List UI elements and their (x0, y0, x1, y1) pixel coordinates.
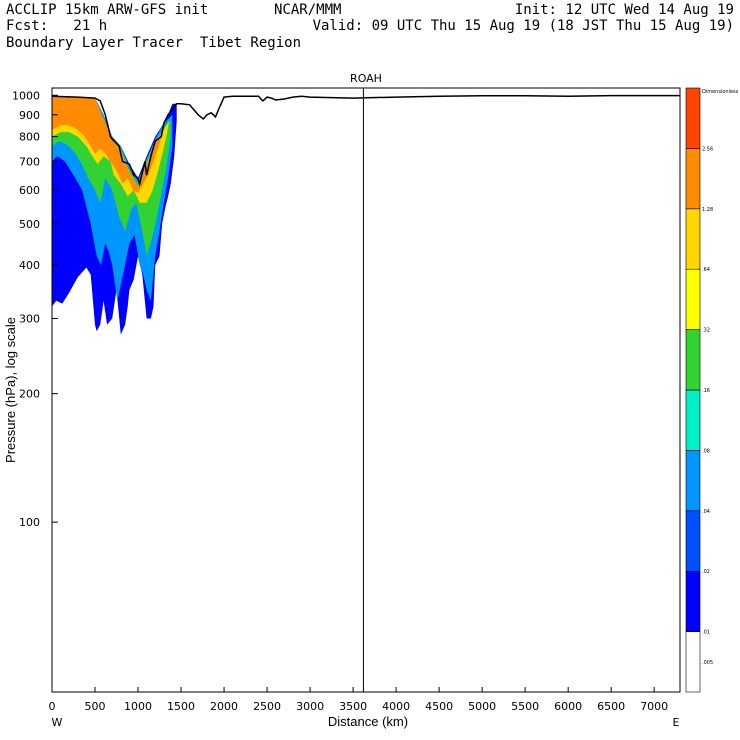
colorbar-label: .32 (702, 328, 710, 334)
header-line1-mid: NCAR/MMM (274, 2, 342, 18)
terrain-surface-line (51, 94, 680, 187)
header-line1-left: ACCLIP 15km ARW-GFS init (6, 2, 209, 18)
colorbar-swatch (685, 208, 701, 270)
colorbar-swatch (685, 631, 701, 693)
x-axis-label: Distance (km) (328, 714, 408, 729)
x-tick-label: 1000 (124, 700, 152, 713)
x-tick-label: 4000 (382, 700, 410, 713)
colorbar-label: .04 (702, 509, 710, 515)
colorbar-label: .64 (702, 267, 710, 273)
y-tick-label: 200 (19, 388, 40, 401)
x-tick-label: 2000 (210, 700, 238, 713)
x-tick-label: 0 (49, 700, 56, 713)
y-tick-label: 400 (19, 259, 40, 272)
colorbar-label: .005 (702, 660, 713, 666)
colorbar-swatch (685, 450, 701, 512)
chart-title: ROAH (350, 72, 382, 85)
tracer-fill-4 (52, 96, 167, 194)
x-tick-label: 4500 (425, 700, 453, 713)
tracer-fill-layers (52, 96, 177, 335)
y-tick-label: 700 (19, 155, 40, 168)
colorbar-label: 2.56 (702, 146, 713, 152)
x-axis-west-label: W (52, 716, 63, 729)
x-tick-label: 500 (85, 700, 106, 713)
colorbar-label: .08 (702, 448, 710, 454)
x-tick-label: 3000 (296, 700, 324, 713)
y-tick-label: 900 (19, 109, 40, 122)
x-axis-ticks: 0 500 1000 1500 2000 2500 3000 3500 4000 4500 5000… (49, 687, 668, 713)
x-tick-label: 5500 (511, 700, 539, 713)
y-tick-label: 100 (19, 516, 40, 529)
header-line3-left: Boundary Layer Tracer Tibet Region (6, 35, 302, 51)
colorbar-label: .01 (702, 630, 710, 636)
colorbar-swatch (685, 87, 701, 149)
colorbar-swatch (685, 510, 701, 572)
colorbar-swatch (685, 148, 701, 210)
y-tick-label: 500 (19, 218, 40, 231)
y-tick-label: 300 (19, 312, 40, 325)
x-axis-east-label: E (673, 716, 680, 729)
y-tick-label: 600 (19, 184, 40, 197)
colorbar-swatch (685, 329, 701, 391)
colorbar-swatch (685, 570, 701, 632)
x-tick-label: 3500 (339, 700, 367, 713)
x-tick-label: 6000 (554, 700, 582, 713)
x-tick-label: 2500 (253, 700, 281, 713)
colorbar-label: .02 (702, 569, 710, 575)
colorbar-swatch (685, 389, 701, 451)
y-tick-label: 800 (19, 131, 40, 144)
colorbar-swatch (685, 268, 701, 330)
x-tick-label: 6500 (597, 700, 625, 713)
colorbar-legend: .005 .01 .02 .04 .08 .16 .32 .64 1.28 2.56 Dimensi… (685, 87, 739, 693)
y-tick-label: 1000 (12, 89, 40, 102)
header-line2-right: Valid: 09 UTC Thu 15 Aug 19 (18 JST Thu … (312, 18, 734, 34)
x-tick-label: 5000 (468, 700, 496, 713)
colorbar-label: Dimensionless (702, 89, 739, 95)
x-tick-label: 7000 (640, 700, 668, 713)
y-axis-label: Pressure (hPa), log scale (3, 317, 18, 463)
header-line2-left: Fcst: 21 h (6, 18, 108, 34)
colorbar-label: 1.28 (702, 207, 713, 213)
plot-frame (51, 87, 681, 693)
x-tick-label: 1500 (167, 700, 195, 713)
y-axis-ticks: 100 200 300 400 500 600 700 800 900 1000 (12, 89, 58, 529)
colorbar-label: .16 (702, 388, 710, 394)
header-line1-right: Init: 12 UTC Wed 14 Aug 19 (514, 2, 734, 18)
